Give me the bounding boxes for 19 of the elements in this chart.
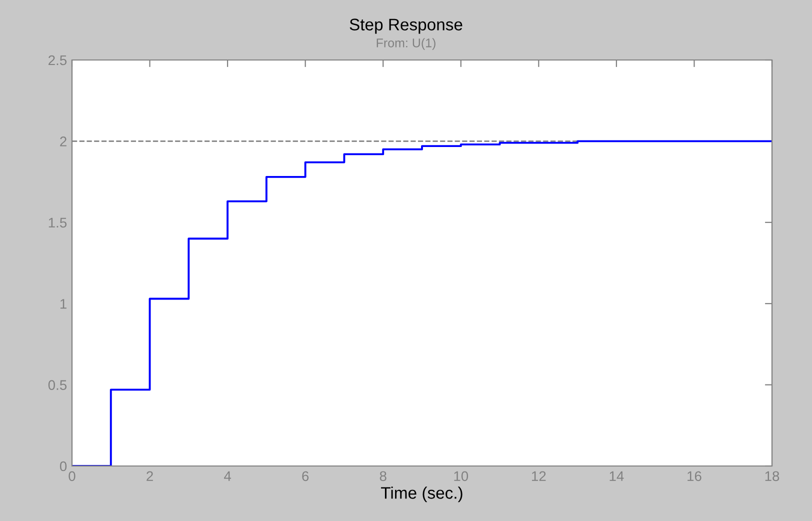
y-tick-label: 1 bbox=[60, 299, 66, 309]
x-tick-label: 18 bbox=[765, 471, 780, 482]
chart-subtitle: From: U(1) bbox=[376, 38, 436, 50]
x-tick-label: 0 bbox=[68, 471, 76, 482]
x-tick-label: 8 bbox=[380, 471, 386, 482]
y-tick-label: 0 bbox=[60, 461, 67, 472]
y-tick-label: 1.5 bbox=[48, 218, 67, 228]
y-tick-label: 0.5 bbox=[48, 380, 67, 390]
x-tick-label: 6 bbox=[302, 471, 309, 482]
y-tick-label: 2 bbox=[60, 136, 66, 146]
y-tick-label: 2.5 bbox=[48, 55, 67, 66]
x-axis-title: Time (sec.) bbox=[381, 486, 462, 502]
x-tick-label: 2 bbox=[146, 471, 153, 481]
x-tick-label: 16 bbox=[688, 471, 702, 482]
x-tick-label: 12 bbox=[532, 471, 546, 481]
x-tick-label: 10 bbox=[454, 471, 468, 482]
x-tick-label: 14 bbox=[610, 471, 624, 481]
chart-title: Step Response bbox=[350, 18, 462, 34]
x-tick-label: 4 bbox=[224, 471, 232, 481]
